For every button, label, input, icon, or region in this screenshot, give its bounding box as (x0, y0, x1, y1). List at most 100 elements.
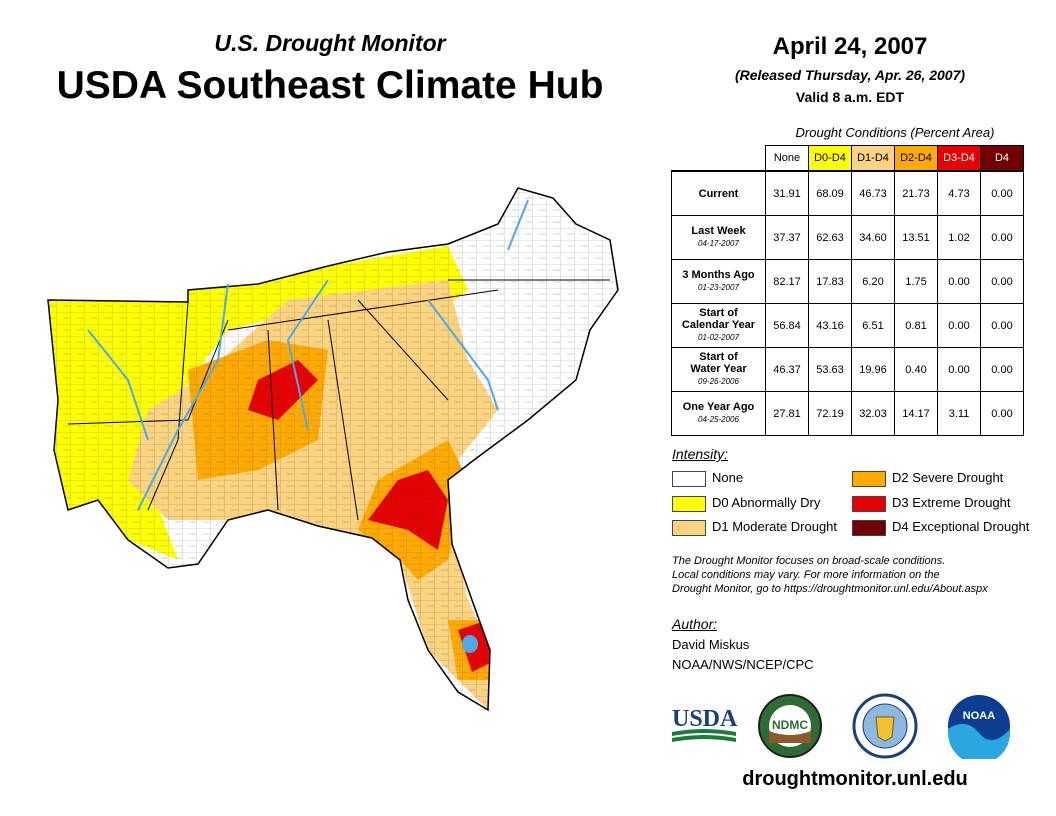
col-header-d2-d4: D2-D4 (894, 145, 938, 172)
cell-d0-d4: 68.09 (808, 170, 852, 216)
row-label: Last Week 04-17-2007 (671, 215, 766, 260)
cell-d1-d4: 6.20 (851, 259, 895, 304)
legend-swatch (852, 470, 886, 487)
header-blank (672, 146, 766, 172)
row-label: Start of Water Year 09-26-2006 (671, 347, 766, 392)
map-date: April 24, 2007 (772, 33, 928, 60)
legend-item-none: None (672, 470, 743, 488)
note-line: Local conditions may vary. For more info… (672, 569, 940, 581)
col-header-d3-d4: D3-D4 (937, 145, 981, 172)
cell-d2-d4: 14.17 (894, 391, 938, 436)
legend-swatch (852, 495, 886, 512)
cell-d4: 0.00 (980, 391, 1024, 436)
note-line: Drought Monitor, go to https://droughtmo… (672, 583, 988, 595)
usda-logo: USDA (672, 706, 738, 742)
cell-d2-d4: 13.51 (894, 215, 938, 260)
legend-title: Intensity: (672, 446, 729, 462)
row-label: Current (671, 170, 766, 216)
author-title: Author: (672, 616, 718, 632)
cell-none: 56.84 (765, 303, 809, 348)
cell-d3-d4: 4.73 (937, 170, 981, 216)
cell-d3-d4: 1.02 (937, 215, 981, 260)
svg-text:NDMC: NDMC (772, 718, 808, 732)
ndmc-logo: NDMC (758, 694, 822, 758)
table-row-one-year-ago: One Year Ago 04-25-2006 27.81 72.19 32.03… (671, 391, 1024, 436)
row-label: 3 Months Ago 01-23-2007 (671, 259, 766, 304)
cell-d4: 0.00 (980, 215, 1024, 260)
legend-label: D2 Severe Drought (892, 470, 1004, 485)
cell-d0-d4: 62.63 (808, 215, 852, 260)
cell-d2-d4: 0.81 (894, 303, 938, 348)
note-line: The Drought Monitor focuses on broad-sca… (672, 555, 946, 567)
row-label: Start of Calendar Year 01-02-2007 (671, 303, 766, 348)
valid-time: Valid 8 a.m. EDT (795, 89, 905, 105)
release-date: (Released Thursday, Apr. 26, 2007) (734, 67, 966, 83)
cell-none: 27.81 (765, 391, 809, 436)
doc-seal-logo (852, 693, 918, 759)
table-header-row: None D0-D4 D1-D4 D2-D4 D3-D4 D4 (672, 145, 1024, 172)
cell-d1-d4: 34.60 (851, 215, 895, 260)
legend-swatch (672, 470, 706, 487)
table-row-last-week: Last Week 04-17-2007 37.37 62.63 34.60 13… (671, 215, 1024, 260)
legend-swatch (672, 519, 706, 536)
legend-item-d1: D1 Moderate Drought (672, 519, 837, 537)
legend-item-d3: D3 Extreme Drought (852, 495, 1011, 513)
cell-d3-d4: 0.00 (937, 303, 981, 348)
author-organization: NOAA/NWS/NCEP/CPC (672, 657, 814, 672)
table-row-start-calendar-year: Start of Calendar Year 01-02-2007 56.84 43… (671, 303, 1024, 348)
col-header-d4: D4 (980, 145, 1024, 172)
cell-d2-d4: 0.40 (894, 347, 938, 392)
legend-item-d0: D0 Abnormally Dry (672, 495, 820, 513)
cell-d1-d4: 6.51 (851, 303, 895, 348)
cell-d0-d4: 72.19 (808, 391, 852, 436)
footer-url[interactable]: droughtmonitor.unl.edu (742, 768, 968, 790)
cell-d1-d4: 46.73 (851, 170, 895, 216)
legend-item-d4: D4 Exceptional Drought (852, 519, 1029, 537)
legend-swatch (672, 495, 706, 512)
cell-d3-d4: 0.00 (937, 347, 981, 392)
region-outline (47, 187, 619, 712)
cell-d1-d4: 32.03 (851, 391, 895, 436)
legend-label: D4 Exceptional Drought (892, 519, 1030, 534)
cell-d2-d4: 1.75 (894, 259, 938, 304)
legend-label: D0 Abnormally Dry (712, 495, 821, 510)
cell-none: 37.37 (765, 215, 809, 260)
table-row-start-water-year: Start of Water Year 09-26-2006 46.37 53.63… (671, 347, 1024, 392)
drought-conditions-table: None D0-D4 D1-D4 D2-D4 D3-D4 D4 Current … (671, 145, 1024, 436)
author-name: David Miskus (672, 637, 750, 652)
table-row-current: Current 31.91 68.09 46.73 21.73 4.73 0.0… (671, 170, 1024, 216)
county-boundaries (48, 188, 618, 710)
cell-d4: 0.00 (980, 347, 1024, 392)
cell-d3-d4: 3.11 (937, 391, 981, 436)
legend-label: D3 Extreme Drought (892, 495, 1011, 510)
svg-text:USDA: USDA (672, 706, 738, 732)
table-caption: Drought Conditions (Percent Area) (795, 125, 995, 140)
cell-d2-d4: 21.73 (894, 170, 938, 216)
col-header-d1-d4: D1-D4 (851, 145, 895, 172)
cell-d0-d4: 43.16 (808, 303, 852, 348)
legend-item-d2: D2 Severe Drought (852, 470, 1003, 488)
cell-d0-d4: 17.83 (808, 259, 852, 304)
col-header-d0-d4: D0-D4 (808, 145, 852, 172)
lake-okeechobee (462, 635, 478, 653)
cell-none: 82.17 (765, 259, 809, 304)
noaa-logo: NOAA (948, 695, 1010, 759)
col-header-none: None (765, 145, 809, 172)
map-title: USDA Southeast Climate Hub (56, 64, 604, 107)
cell-none: 31.91 (765, 170, 809, 216)
legend-swatch (852, 519, 886, 536)
legend-label: None (712, 470, 744, 485)
disclaimer-note: The Drought Monitor focuses on broad-sca… (672, 554, 1052, 596)
row-label: One Year Ago 04-25-2006 (671, 391, 766, 436)
cell-d4: 0.00 (980, 259, 1024, 304)
cell-d1-d4: 19.96 (851, 347, 895, 392)
svg-text:NOAA: NOAA (963, 710, 995, 722)
cell-none: 46.37 (765, 347, 809, 392)
monitor-subtitle: U.S. Drought Monitor (214, 30, 446, 56)
drought-map (47, 187, 619, 712)
table-row-3-months-ago: 3 Months Ago 01-23-2007 82.17 17.83 6.20 … (671, 259, 1024, 304)
state-boundaries (67, 279, 610, 521)
cell-d3-d4: 0.00 (937, 259, 981, 304)
cell-d0-d4: 53.63 (808, 347, 852, 392)
rivers (87, 199, 529, 511)
